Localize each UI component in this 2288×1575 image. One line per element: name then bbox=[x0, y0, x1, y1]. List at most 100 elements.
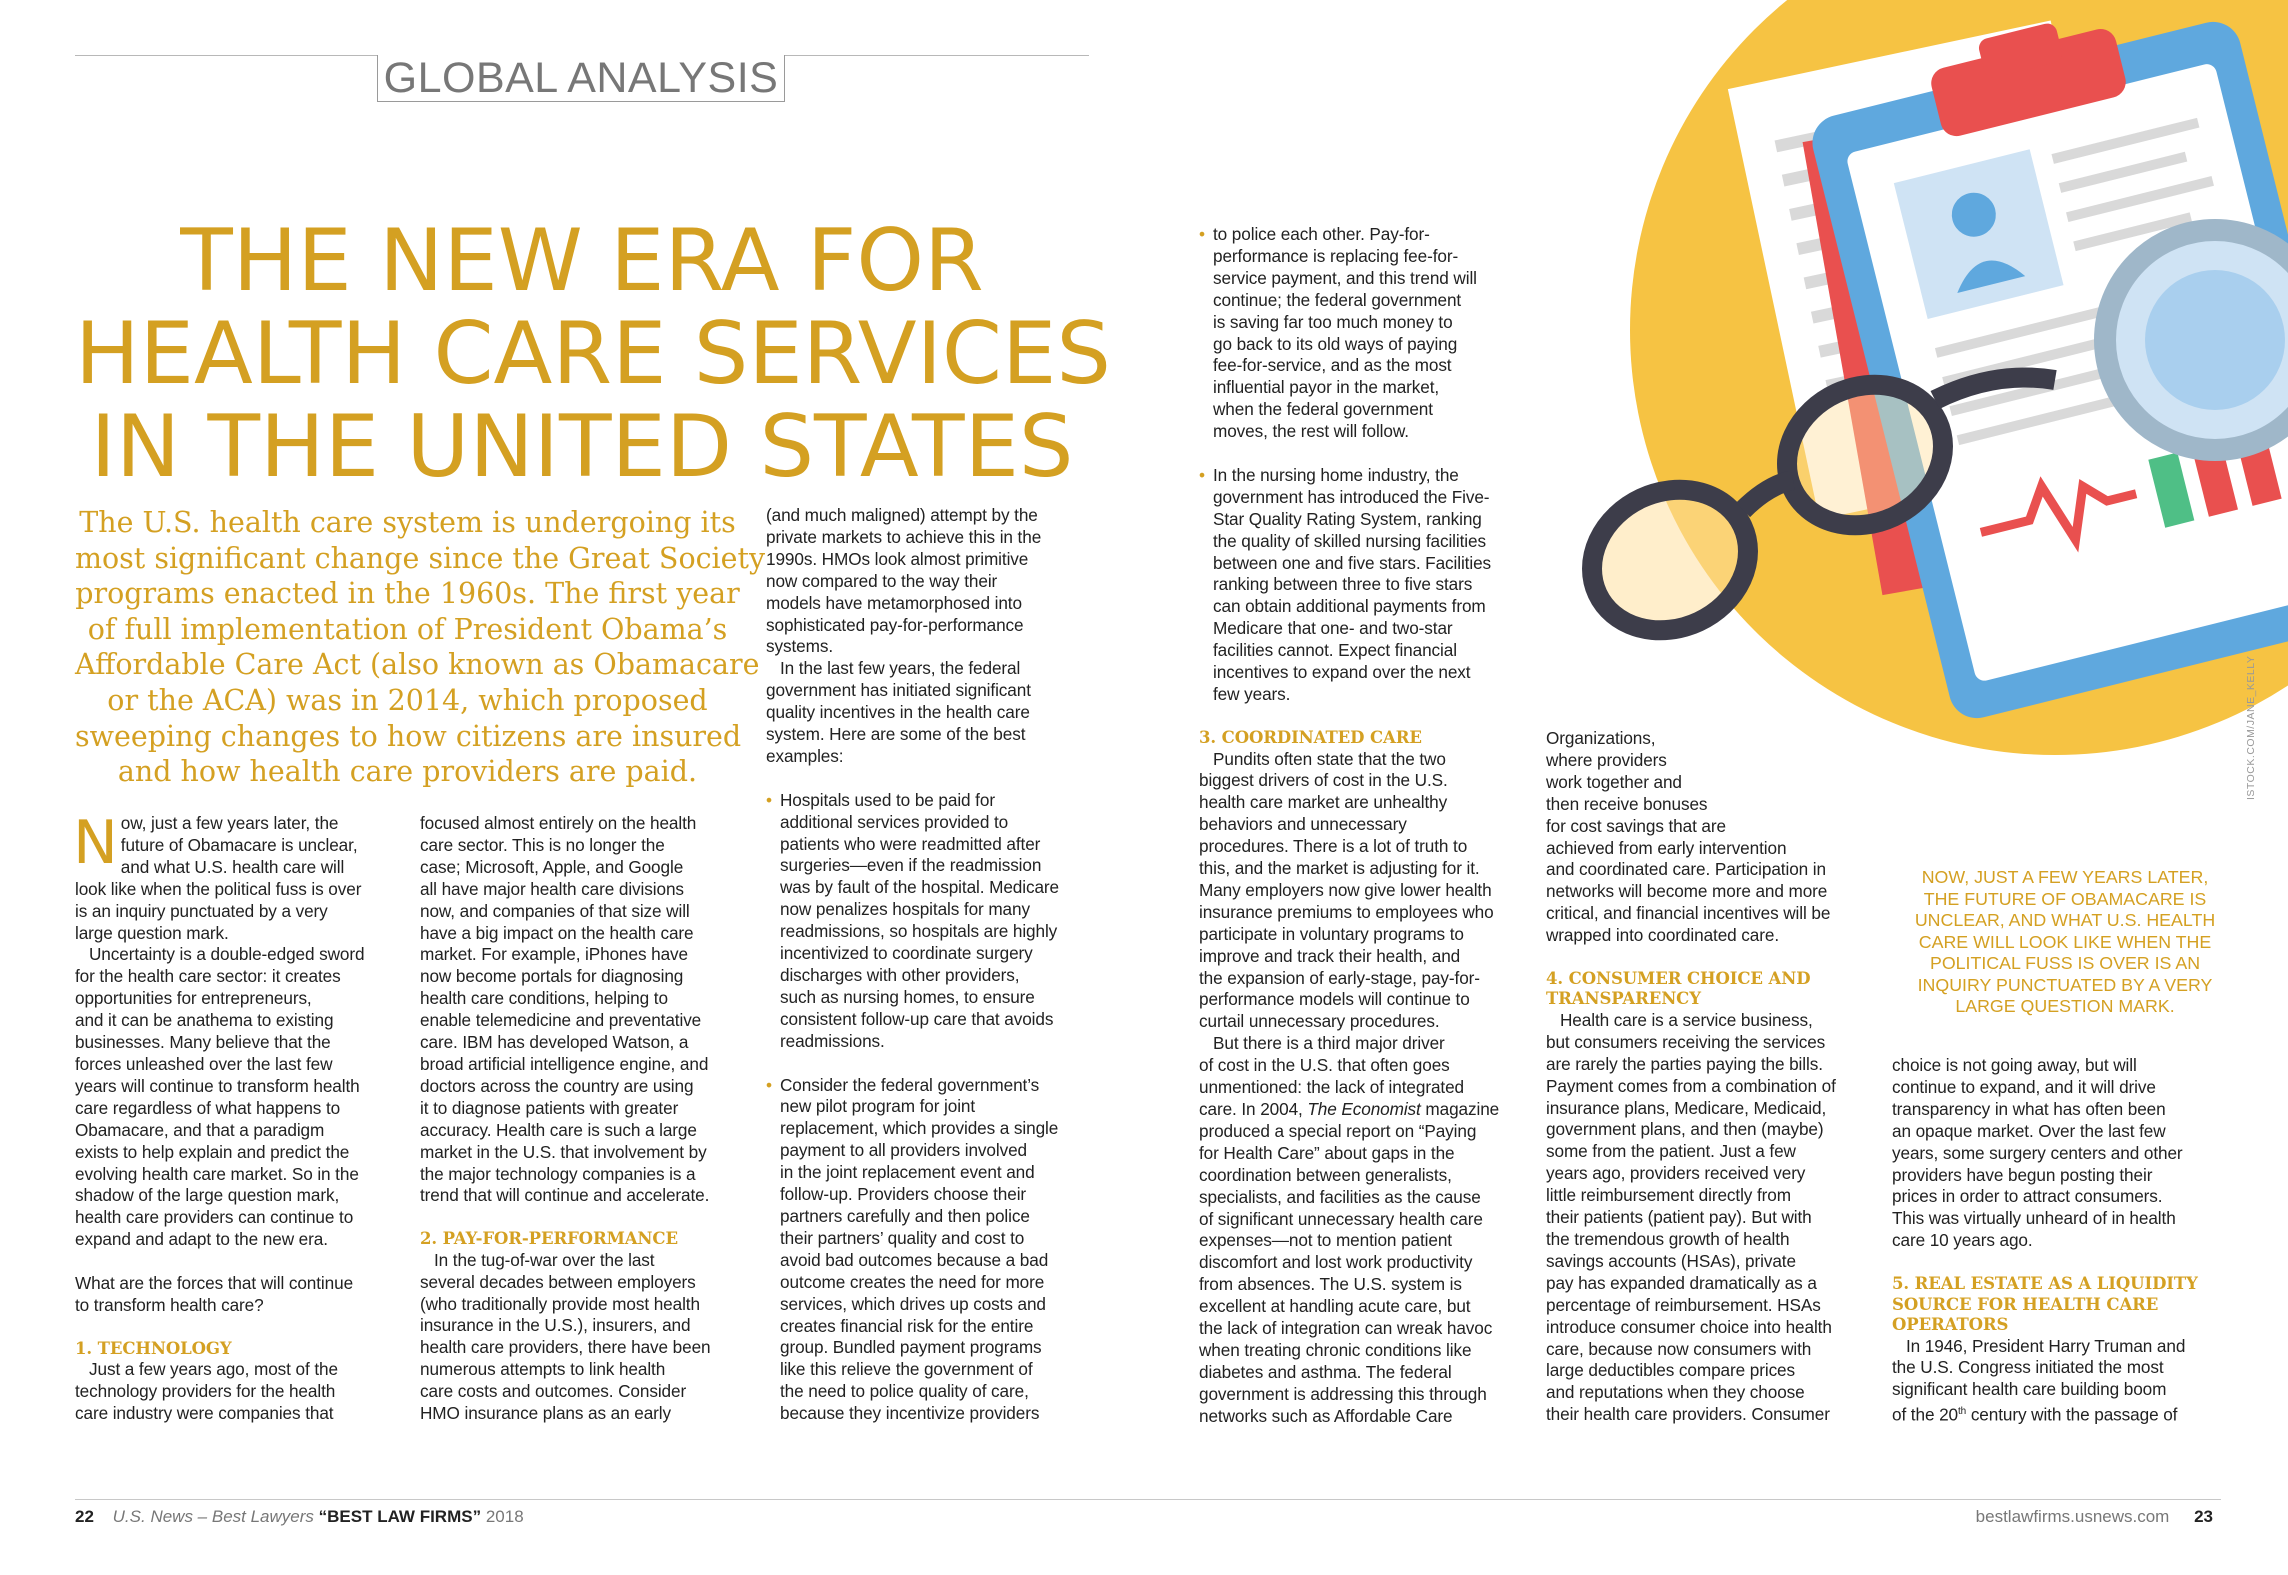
text-line: government has introduced the Five- bbox=[1213, 486, 1490, 507]
photo-credit: ISTOCK.COM/JANE_KELLY bbox=[2245, 655, 2257, 800]
text-line: diabetes and asthma. The federal bbox=[1199, 1361, 1452, 1382]
deck-line: or the ACA) was in 2014, which proposed bbox=[107, 683, 708, 717]
text-line: excellent at handling acute care, but bbox=[1199, 1296, 1471, 1317]
text-line: continue; the federal government bbox=[1213, 289, 1462, 310]
text-line: What are the forces that will continue bbox=[75, 1273, 354, 1294]
text-line: outcome creates the need for more bbox=[780, 1271, 1045, 1292]
text-line: and what U.S. health care will bbox=[120, 856, 345, 877]
section-heading: 5. REAL ESTATE AS A LIQUIDITY bbox=[1892, 1274, 2198, 1294]
column-4-top: to police each other. Pay-for- performan… bbox=[1199, 224, 1539, 706]
section-heading: 2. PAY-FOR-PERFORMANCE bbox=[420, 1229, 678, 1249]
text-line: expand and adapt to the new era. bbox=[75, 1229, 328, 1250]
bullet-continued: to police each other. Pay-for- performan… bbox=[1199, 224, 1539, 443]
text-line: Consider the federal government’s bbox=[780, 1074, 1040, 1095]
site-url: bestlawfirms.usnews.com bbox=[1975, 1507, 2170, 1526]
text-line: readmissions, so hospitals are highly bbox=[780, 921, 1058, 942]
pull-quote-line: POLITICAL FUSS IS OVER IS AN bbox=[1929, 953, 2201, 973]
text-line: HMO insurance plans as an early bbox=[420, 1403, 672, 1424]
text-line: the need to police quality of care, bbox=[780, 1381, 1029, 1402]
text-line: networks will become more and more bbox=[1546, 881, 1828, 902]
text-line: opportunities for entrepreneurs, bbox=[75, 988, 312, 1009]
text-line: and coordinated care. Participation in bbox=[1546, 859, 1826, 880]
text-line: go back to its old ways of paying bbox=[1213, 333, 1458, 354]
title-line: HEALTH CARE SERVICES bbox=[75, 304, 1111, 404]
text-line: achieved from early intervention bbox=[1546, 837, 1787, 858]
deck-line: The U.S. health care system is undergoin… bbox=[79, 506, 736, 539]
text-line: such as nursing homes, to ensure bbox=[780, 986, 1035, 1007]
text-fragment: of the 20 bbox=[1892, 1405, 1958, 1425]
text-line: shadow of the large question mark, bbox=[75, 1185, 340, 1206]
text-line: can obtain additional payments from bbox=[1213, 596, 1486, 617]
text-line: focused almost entirely on the health bbox=[420, 813, 697, 833]
text-line: all have major health care divisions bbox=[420, 878, 684, 899]
text-line: years ago, providers received very bbox=[1546, 1163, 1806, 1184]
text-line: for cost savings that are bbox=[1546, 815, 1726, 836]
text-line: critical, and financial incentives will … bbox=[1546, 903, 1831, 924]
text-line: care regardless of what happens to bbox=[75, 1097, 341, 1118]
text-line: businesses. Many believe that the bbox=[75, 1032, 331, 1053]
deck-line: programs enacted in the 1960s. The first… bbox=[75, 577, 740, 611]
eyeglasses-icon bbox=[1582, 367, 2057, 641]
deck-line: sweeping changes to how citizens are ins… bbox=[75, 719, 742, 753]
text-line: biggest drivers of cost in the U.S. bbox=[1199, 770, 1448, 791]
text-line: and reputations when they choose bbox=[1546, 1382, 1805, 1403]
text-line: care sector. This is no longer the bbox=[420, 834, 665, 855]
text-line: an opaque market. Over the last few bbox=[1892, 1120, 2166, 1141]
text-line: introduce consumer choice into health bbox=[1546, 1316, 1832, 1337]
text-line: examples: bbox=[766, 745, 844, 766]
deck-line: and how health care providers are paid. bbox=[117, 755, 698, 789]
text-line: where providers bbox=[1546, 749, 1667, 770]
magnifying-glass-icon bbox=[2094, 219, 2288, 461]
text-line: surgeries—even if the readmission bbox=[780, 855, 1042, 876]
text-line: produced a special report on “Paying bbox=[1199, 1120, 1477, 1141]
pull-quote-line: UNCLEAR, AND WHAT U.S. HEALTH bbox=[1914, 910, 2216, 930]
text-line: for the health care sector: it creates bbox=[75, 966, 341, 987]
pull-quote-line: CARE WILL LOOK LIKE WHEN THE bbox=[1918, 931, 2212, 952]
text-line: Payment comes from a combination of bbox=[1546, 1075, 1836, 1096]
text-line: performance models will continue to bbox=[1199, 989, 1470, 1010]
text-line: prices in order to attract consumers. bbox=[1892, 1186, 2163, 1207]
title-line: IN THE UNITED STATES bbox=[90, 397, 1074, 497]
text-line: In 1946, President Harry Truman and bbox=[1906, 1335, 2186, 1356]
text-line: Health care is a service business, bbox=[1560, 1009, 1813, 1030]
title-line: THE NEW ERA FOR bbox=[180, 211, 984, 311]
article-title: THE NEW ERA FOR HEALTH CARE SERVICES IN … bbox=[75, 211, 1111, 497]
bullet-item: In the nursing home industry, the govern… bbox=[1199, 465, 1539, 706]
text-line: follow-up. Providers choose their bbox=[780, 1184, 1027, 1205]
text-line: private markets to achieve this in the bbox=[766, 526, 1042, 547]
text-line: numerous attempts to link health bbox=[420, 1359, 666, 1380]
text-line: the U.S. Congress initiated the most bbox=[1892, 1357, 2164, 1378]
text-line: their partners’ quality and cost to bbox=[780, 1227, 1025, 1248]
text-line: large deductibles compare prices bbox=[1546, 1360, 1796, 1381]
text-line: transparency in what has often been bbox=[1892, 1098, 2166, 1119]
text-line: between one and five stars. Facilities bbox=[1213, 552, 1492, 573]
bullet-item: Hospitals used to be paid for additional… bbox=[766, 790, 1096, 1053]
text-line: (who traditionally provide most health bbox=[420, 1293, 700, 1314]
pull-quote-line: INQUIRY PUNCTUATED BY A VERY bbox=[1917, 974, 2213, 995]
text-line: are rarely the parties paying the bills. bbox=[1546, 1053, 1823, 1074]
text-line: influential payor in the market, bbox=[1213, 377, 1440, 398]
text-line: work together and bbox=[1546, 771, 1682, 792]
text-line: the quality of skilled nursing facilitie… bbox=[1213, 530, 1486, 551]
text-line: additional services provided to bbox=[780, 811, 1009, 832]
text-line: insurance premiums to employees who bbox=[1199, 901, 1494, 922]
text-line: But there is a third major driver bbox=[1213, 1033, 1445, 1054]
clipboard bbox=[1812, 21, 2288, 719]
text-line: have a big impact on the health care bbox=[420, 922, 694, 943]
section-heading: SOURCE FOR HEALTH CARE bbox=[1892, 1294, 2159, 1314]
text-line: Many employers now give lower health bbox=[1199, 879, 1492, 900]
text-line: continue to expand, and it will drive bbox=[1892, 1076, 2156, 1097]
text-line: of the 20th century with the passage of bbox=[1892, 1401, 2227, 1427]
section-tag: GLOBAL ANALYSIS bbox=[377, 55, 785, 102]
text-line: now, and companies of that size will bbox=[420, 900, 690, 921]
drop-cap: N bbox=[73, 808, 118, 878]
text-line: percentage of reimbursement. HSAs bbox=[1546, 1294, 1821, 1315]
text-line: discharges with other providers, bbox=[780, 965, 1020, 986]
text-line: of cost in the U.S. that often goes bbox=[1199, 1055, 1450, 1076]
text-line: government is addressing this through bbox=[1199, 1383, 1487, 1404]
column-2: focused almost entirely on the health ca… bbox=[420, 813, 745, 1425]
text-line: creates financial risk for the entire bbox=[780, 1315, 1034, 1336]
text-line: avoid bad outcomes because a bad bbox=[780, 1249, 1049, 1270]
text-line: savings accounts (HSAs), private bbox=[1546, 1250, 1796, 1271]
text-line: care 10 years ago. bbox=[1892, 1230, 2033, 1251]
